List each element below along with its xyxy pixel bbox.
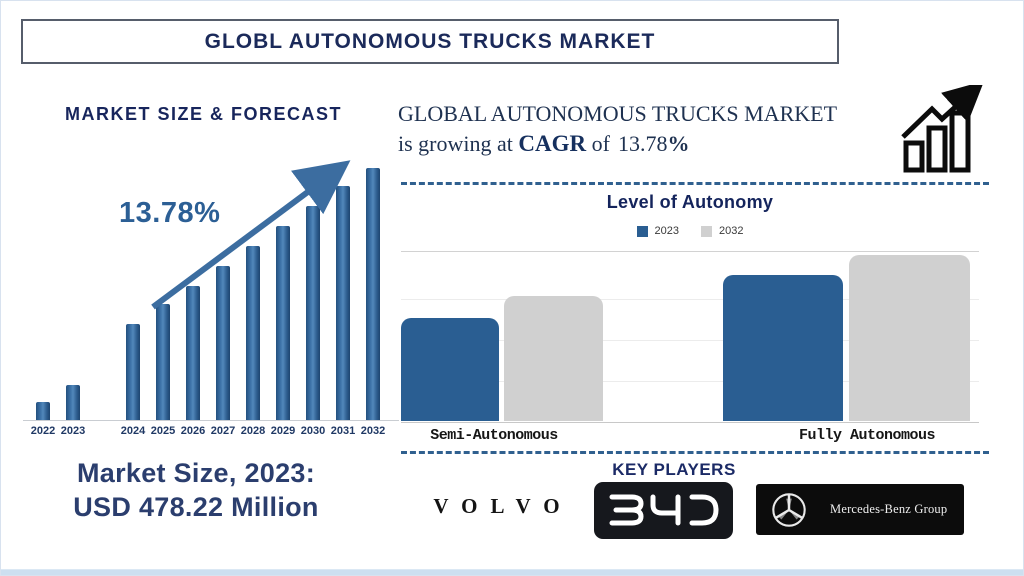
forecast-bar-2024 xyxy=(126,324,140,420)
title-banner: GLOBL AUTONOMOUS TRUCKS MARKET xyxy=(21,19,839,64)
of-word: of xyxy=(586,131,610,156)
autonomy-bar-fully-autonomous-2032 xyxy=(849,255,970,421)
year-label-2031: 2031 xyxy=(330,425,356,437)
cagr-trend-arrow-icon xyxy=(151,160,351,310)
legend-label-2032: 2032 xyxy=(719,225,744,237)
year-label-2030: 2030 xyxy=(300,425,326,437)
gridline-1 xyxy=(401,340,979,341)
market-forecast-heading: MARKET SIZE & FORECAST xyxy=(64,104,342,124)
year-label-2026: 2026 xyxy=(180,425,206,437)
forecast-bar-2025 xyxy=(156,304,170,420)
x-axis-line xyxy=(23,420,399,421)
legend-item-2032: 2032 xyxy=(701,225,743,237)
cagr-annotation: 13.78% xyxy=(119,197,221,229)
forecast-bar-2022 xyxy=(36,402,50,420)
market-size-caption-line2: USD 478.22 Million xyxy=(73,492,319,522)
dashed-divider-top xyxy=(401,182,989,185)
mercedes-label: Mercedes-Benz Group xyxy=(830,502,948,516)
forecast-bar-2031 xyxy=(336,186,350,420)
legend-swatch-2023 xyxy=(636,225,648,237)
forecast-bar-2029 xyxy=(276,226,290,420)
growth-statement-line2: is growing at CAGR of 13.78% xyxy=(398,129,888,159)
byd-logo xyxy=(594,482,733,539)
year-label-2029: 2029 xyxy=(270,425,296,437)
autonomy-bar-semi-autonomous-2023 xyxy=(401,318,499,421)
year-label-2028: 2028 xyxy=(240,425,266,437)
dashed-divider-bottom xyxy=(401,451,989,454)
category-label-semi-autonomous: Semi-Autonomous xyxy=(430,427,558,444)
forecast-bar-2028 xyxy=(246,246,260,420)
year-label-2032: 2032 xyxy=(360,425,386,437)
category-label-fully-autonomous: Fully Autonomous xyxy=(798,427,936,444)
year-label-2027: 2027 xyxy=(210,425,236,437)
mercedes-benz-logo: Mercedes-Benz Group xyxy=(756,484,964,535)
cagr-word: CAGR xyxy=(518,131,587,156)
forecast-bar-2023 xyxy=(66,385,80,420)
year-label-2022: 2022 xyxy=(30,425,56,437)
gridline-2 xyxy=(401,381,979,382)
year-label-2024: 2024 xyxy=(120,425,146,437)
forecast-bar-2032 xyxy=(366,168,380,420)
forecast-bar-2026 xyxy=(186,286,200,420)
growth-statement-line1: GLOBAL AUTONOMOUS TRUCKS MARKET xyxy=(398,101,838,126)
key-players-heading: KEY PLAYERS xyxy=(612,460,736,479)
footer-strip xyxy=(1,569,1023,575)
market-size-forecast-chart: 2022 2023 2024 2025 2026 2027 2028 2029 2030 2031… xyxy=(1,1,401,441)
growth-statement-prefix: is growing at xyxy=(398,131,519,156)
volvo-logo: VOLVO xyxy=(433,494,573,518)
growth-statement: GLOBAL AUTONOMOUS TRUCKS MARKET is growi… xyxy=(398,99,888,159)
cagr-value: 13.78 xyxy=(617,131,668,156)
autonomy-chart-legend: 2023 2032 xyxy=(401,225,979,237)
legend-swatch-2032 xyxy=(701,225,712,237)
forecast-bar-2030 xyxy=(306,206,320,420)
market-size-caption-line1: Market Size, 2023: xyxy=(76,458,316,488)
legend-item-2023: 2023 xyxy=(636,225,679,237)
year-label-2025: 2025 xyxy=(150,425,176,437)
gridline-0 xyxy=(401,299,979,300)
autonomy-bar-fully-autonomous-2023 xyxy=(723,275,843,421)
market-size-caption: Market Size, 2023: USD 478.22 Million xyxy=(26,456,366,524)
mercedes-star-icon xyxy=(772,492,806,527)
percent-sign: % xyxy=(667,131,690,156)
growth-chart-icon xyxy=(901,85,985,173)
page-title: GLOBL AUTONOMOUS TRUCKS MARKET xyxy=(204,29,656,53)
legend-label-2023: 2023 xyxy=(654,225,679,237)
forecast-bar-2027 xyxy=(216,266,230,420)
year-label-2023: 2023 xyxy=(60,425,86,437)
autonomy-bar-semi-autonomous-2032 xyxy=(504,296,603,421)
byd-wordmark-icon xyxy=(609,494,719,525)
autonomy-chart-title: Level of Autonomy xyxy=(606,192,774,212)
